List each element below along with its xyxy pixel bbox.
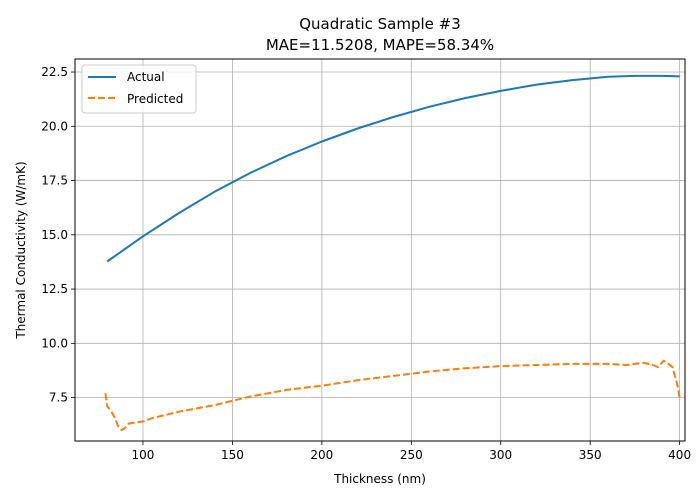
ticks: 100 150 200 250 300 350 400 7.5 10.0 12.5 15.0 17.5… bbox=[41, 65, 691, 462]
y-tick-label: 7.5 bbox=[49, 391, 68, 405]
legend-label-predicted: Predicted bbox=[127, 92, 183, 106]
series-line-predicted bbox=[104, 359, 681, 432]
x-tick-label: 250 bbox=[400, 448, 423, 462]
chart-subtitle: MAE=11.5208, MAPE=58.34% bbox=[266, 36, 494, 54]
y-tick-label: 20.0 bbox=[41, 119, 68, 133]
x-tick-label: 400 bbox=[668, 448, 691, 462]
x-tick-label: 300 bbox=[489, 448, 512, 462]
y-tick-label: 12.5 bbox=[41, 282, 68, 296]
y-tick-label: 15.0 bbox=[41, 228, 68, 242]
x-tick-label: 100 bbox=[132, 448, 155, 462]
legend-label-actual: Actual bbox=[127, 70, 165, 84]
series-layer bbox=[104, 74, 681, 432]
plot-frame bbox=[74, 58, 686, 442]
x-tick-label: 350 bbox=[579, 448, 602, 462]
x-tick-label: 200 bbox=[310, 448, 333, 462]
y-tick-label: 17.5 bbox=[41, 174, 68, 188]
legend: Actual Predicted bbox=[81, 64, 197, 114]
series-line-actual bbox=[106, 74, 680, 263]
y-axis-label: Thermal Conductivity (W/mK) bbox=[14, 161, 28, 339]
x-axis-label: Thickness (nm) bbox=[333, 472, 426, 486]
chart-title: Quadratic Sample #3 bbox=[299, 15, 461, 33]
x-tick-label: 150 bbox=[221, 448, 244, 462]
y-tick-label: 22.5 bbox=[41, 65, 68, 79]
y-tick-label: 10.0 bbox=[41, 336, 68, 350]
grid bbox=[75, 59, 685, 441]
